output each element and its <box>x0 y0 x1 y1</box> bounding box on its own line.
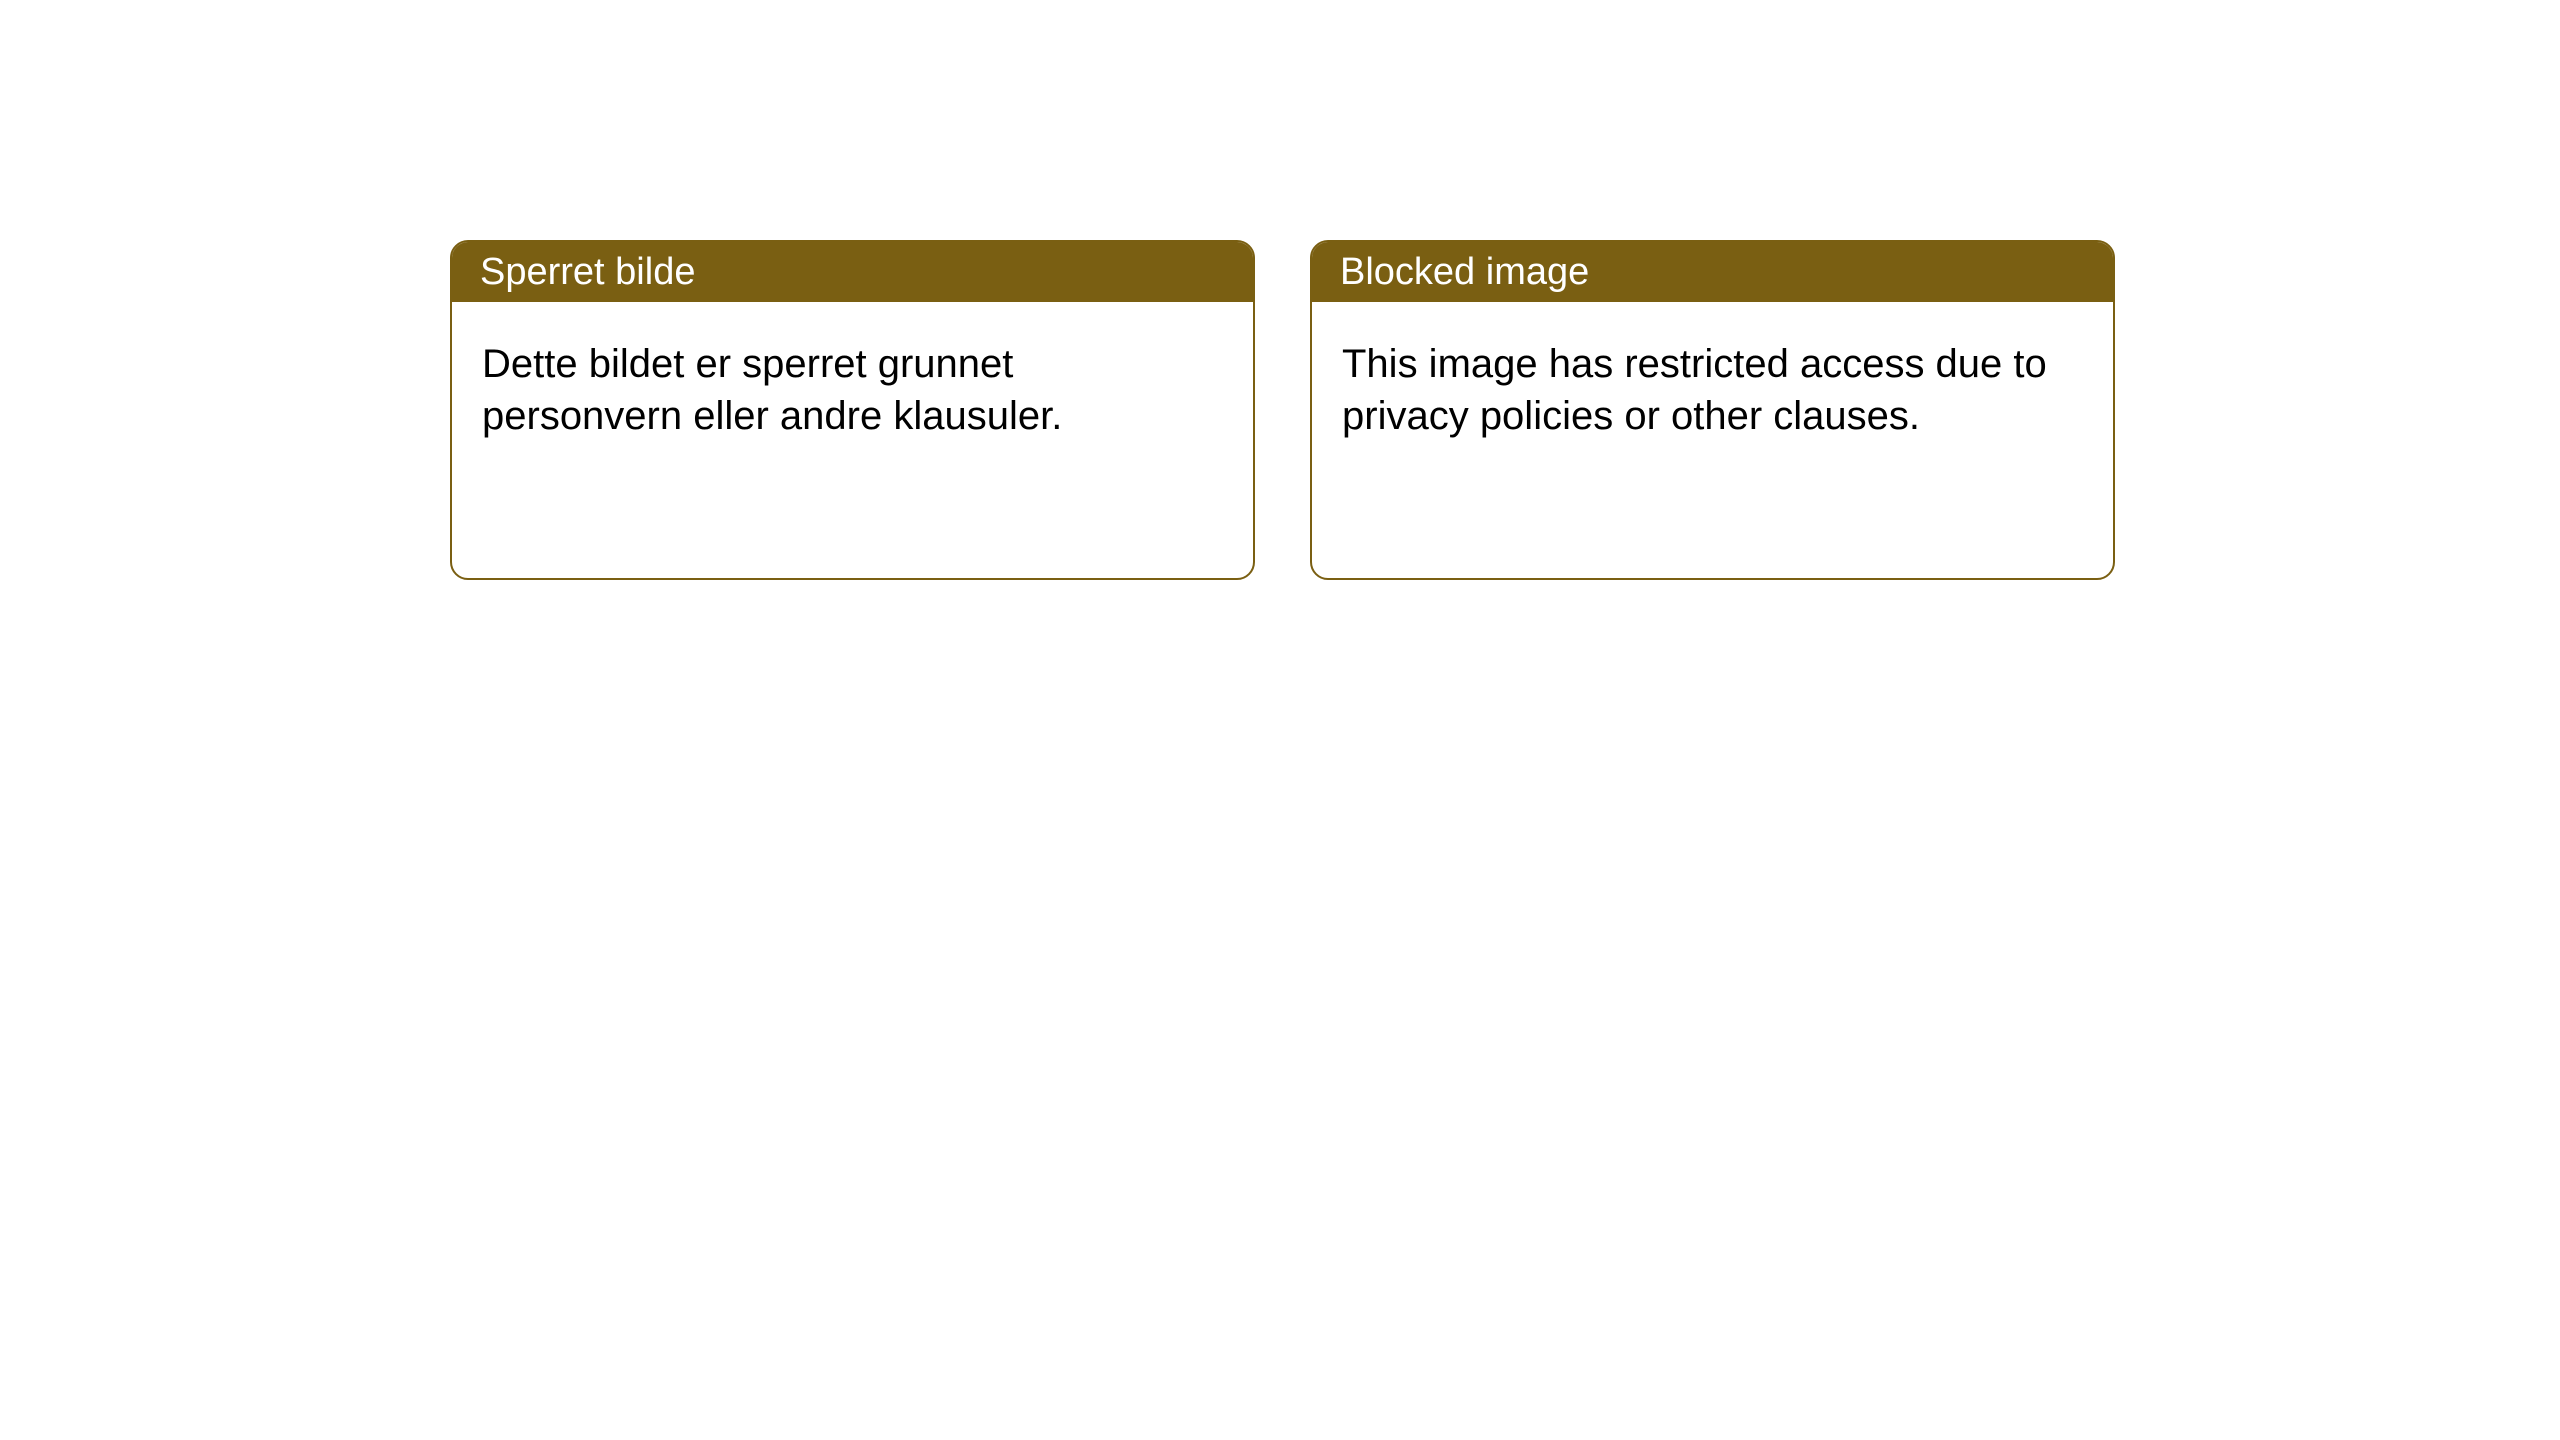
card-body-text: Dette bildet er sperret grunnet personve… <box>482 342 1062 438</box>
card-header-title: Blocked image <box>1340 251 1589 294</box>
notice-card-english: Blocked image This image has restricted … <box>1310 240 2115 580</box>
card-header-title: Sperret bilde <box>480 251 695 294</box>
card-body: This image has restricted access due to … <box>1312 302 2113 478</box>
card-header: Blocked image <box>1312 242 2113 302</box>
card-body: Dette bildet er sperret grunnet personve… <box>452 302 1253 478</box>
card-header: Sperret bilde <box>452 242 1253 302</box>
notice-card-norwegian: Sperret bilde Dette bildet er sperret gr… <box>450 240 1255 580</box>
notice-cards-container: Sperret bilde Dette bildet er sperret gr… <box>450 240 2115 580</box>
card-body-text: This image has restricted access due to … <box>1342 342 2047 438</box>
